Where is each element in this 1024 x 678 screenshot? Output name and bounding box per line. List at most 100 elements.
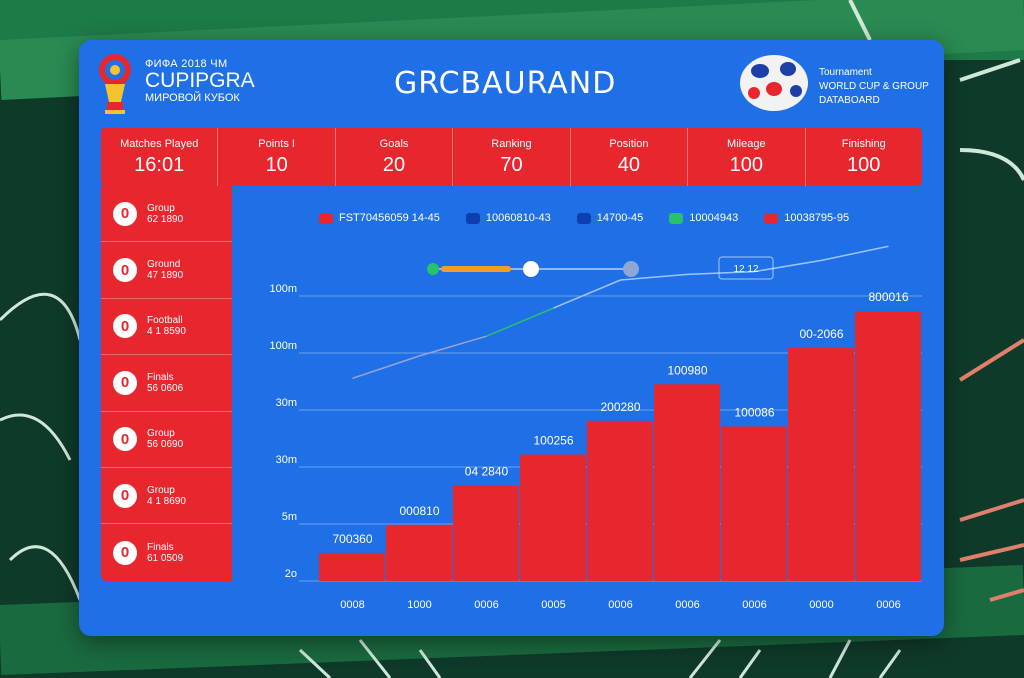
chart-legend: FST70456059 14-45 10060810-43 14700-45 1… — [319, 212, 849, 224]
bar — [386, 524, 452, 581]
sidebar-item[interactable]: 0 Ground 47 1890 — [101, 242, 232, 299]
sidebar-item[interactable]: 0 Group 62 1890 — [101, 186, 232, 243]
stat-tile[interactable]: Position 40 — [571, 128, 689, 186]
trend-line-segment — [352, 355, 420, 380]
legend-swatch — [576, 212, 591, 224]
bar-label: 00-2066 — [799, 327, 843, 341]
legend-label: 10004943 — [689, 212, 739, 224]
sidebar-item-name: Finals — [147, 541, 174, 553]
slider-handle — [523, 261, 539, 277]
legend-swatch — [669, 212, 684, 224]
legend-swatch — [764, 212, 779, 224]
legend-label: FST70456059 14-45 — [339, 212, 440, 224]
sidebar-item-number: 0 — [113, 540, 137, 565]
x-tick-label: 0006 — [474, 599, 498, 611]
header-info: Tournament WORLD CUP & GROUP DATABOARD — [819, 66, 929, 108]
x-tick-label: 0000 — [809, 599, 833, 611]
x-tick-label: 1000 — [407, 599, 431, 611]
trend-line-segment — [419, 335, 487, 357]
sidebar-item-name: Finals — [147, 371, 174, 383]
sidebar-item-info: 62 1890 — [147, 213, 184, 225]
sidebar-item-name: Group — [147, 428, 175, 440]
legend-item[interactable]: 10004943 — [669, 212, 738, 224]
stat-label: Ranking — [491, 137, 532, 150]
y-tick-label: 30m — [276, 397, 297, 409]
stat-tile[interactable]: Ranking 70 — [453, 128, 571, 186]
legend-swatch — [319, 212, 333, 224]
stat-tile[interactable]: Mileage 100 — [688, 128, 806, 186]
sidebar-item[interactable]: 0 Finals 56 0606 — [101, 355, 232, 412]
bar-label: 04 2840 — [465, 464, 509, 478]
bar-label: 200280 — [600, 400, 640, 414]
trend-line-segment — [553, 279, 621, 309]
stat-value: 100 — [847, 153, 881, 176]
brand-name: CUPIPGRA — [145, 69, 255, 92]
sidebar-item-number: 0 — [113, 427, 137, 452]
stats-bar: Matches Played 16:01 Points I 10 Goals 20 R… — [101, 128, 922, 186]
bar — [654, 384, 720, 581]
stat-label: Goals — [379, 137, 409, 150]
slider-start-dot — [427, 263, 439, 275]
legend-item[interactable]: 10038795-95 — [764, 212, 849, 224]
sidebar-item-number: 0 — [113, 258, 137, 283]
y-tick-label: 100m — [269, 340, 297, 352]
slider-tooltip-label: 12 12 — [733, 264, 758, 275]
bar-label: 800016 — [868, 290, 908, 304]
stat-value: 100 — [729, 153, 763, 176]
football-icon — [740, 55, 808, 111]
sidebar-item-name: Group — [147, 484, 175, 496]
legend-label: 14700-45 — [596, 212, 644, 224]
stat-label: Finishing — [841, 137, 886, 150]
page-title: GRCBAURAND — [394, 66, 617, 101]
header-info-line: DATABOARD — [819, 95, 880, 106]
bar-label: 100980 — [667, 363, 707, 377]
legend-label: 10038795-95 — [784, 212, 850, 224]
legend-item[interactable]: 14700-45 — [576, 212, 644, 224]
bar — [587, 420, 653, 581]
sidebar-item-info: 4 1 8590 — [147, 326, 186, 338]
stat-tile[interactable]: Points I 10 — [218, 128, 336, 186]
slider-tooltip-box — [718, 256, 774, 280]
legend-item[interactable]: 10060810-43 — [465, 212, 551, 224]
stat-tile[interactable]: Finishing 100 — [806, 128, 922, 186]
dashboard-panel: ФИФА 2018 ЧМ CUPIPGRA МИРОВОЙ КУБОК GRCB… — [79, 40, 944, 636]
sidebar-item[interactable]: 0 Group 4 1 8690 — [101, 468, 232, 525]
x-tick-label: 0006 — [608, 599, 632, 611]
trend-line-segment — [687, 270, 755, 276]
x-tick-label: 0006 — [675, 599, 699, 611]
bar — [319, 552, 385, 581]
legend-label: 10060810-43 — [485, 212, 551, 224]
stat-tile[interactable]: Goals 20 — [336, 128, 454, 186]
sidebar-item-name: Group — [147, 202, 175, 214]
sidebar-item[interactable]: 0 Finals 61 0509 — [101, 524, 232, 580]
stat-value: 16:01 — [134, 153, 185, 176]
stat-tile[interactable]: Matches Played 16:01 — [101, 128, 219, 186]
legend-item[interactable]: FST70456059 14-45 — [319, 212, 440, 224]
x-tick-label: 0008 — [340, 599, 364, 611]
stat-label: Matches Played — [120, 137, 199, 150]
y-tick-label: 2o — [285, 568, 297, 580]
sidebar-item-number: 0 — [113, 370, 137, 395]
header: ФИФА 2018 ЧМ CUPIPGRA МИРОВОЙ КУБОК GRCB… — [79, 40, 944, 128]
sidebar-item-name: Football — [147, 315, 183, 327]
sidebar-item[interactable]: 0 Group 56 0690 — [101, 412, 232, 468]
y-tick-label: 30m — [276, 454, 297, 466]
world-cup-trophy-logo — [99, 54, 131, 114]
bar-label: 000810 — [399, 504, 439, 518]
sidebar-item-info: 56 0606 — [147, 382, 184, 394]
sidebar-item[interactable]: 0 Football 4 1 8590 — [101, 299, 232, 356]
stat-value: 70 — [500, 153, 523, 176]
bar-chart: 2o 5m 30m 30m 100m 100m 700360 000810 04 2840 100… — [269, 245, 922, 611]
slider-fill — [441, 266, 511, 272]
trend-line-segment — [821, 245, 889, 262]
header-info-line: Tournament — [819, 67, 872, 78]
bar — [453, 485, 519, 581]
sidebar-item-info: 56 0690 — [147, 439, 184, 451]
bar — [520, 454, 586, 581]
brand-top: ФИФА 2018 ЧМ — [145, 58, 228, 70]
brand-block: ФИФА 2018 ЧМ CUPIPGRA МИРОВОЙ КУБОК — [145, 58, 255, 104]
trend-line-segment — [620, 273, 688, 281]
sidebar-item-number: 0 — [113, 314, 137, 339]
trend-line-segment — [754, 259, 822, 273]
stat-label: Mileage — [727, 137, 766, 150]
